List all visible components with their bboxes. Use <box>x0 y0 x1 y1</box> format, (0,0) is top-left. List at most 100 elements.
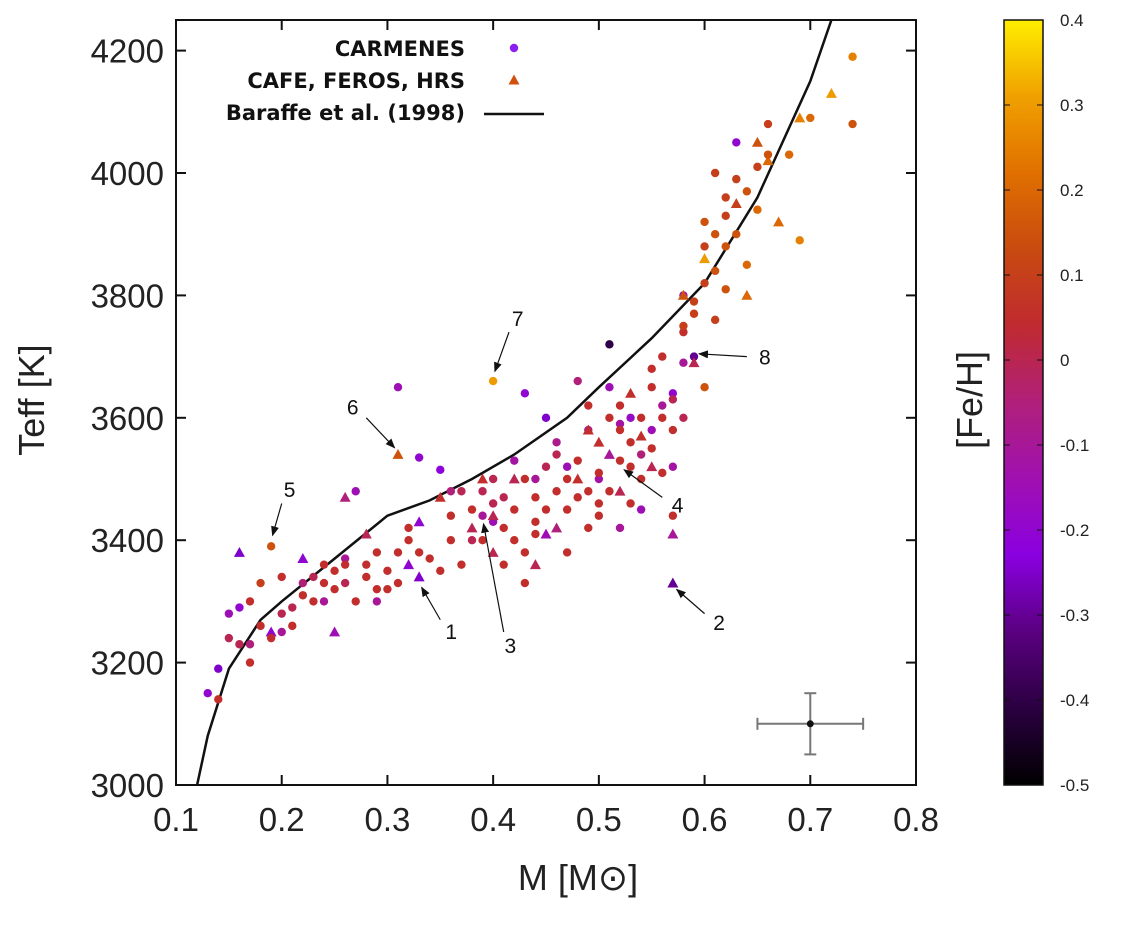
data-point-circle <box>615 425 625 435</box>
data-point-circle <box>584 523 593 533</box>
data-point-circle <box>626 499 635 508</box>
data-point-triangle <box>392 449 404 459</box>
data-point-circle <box>710 230 720 239</box>
data-point-circle <box>372 548 382 557</box>
data-point-circle <box>298 578 308 588</box>
annotation-arrow <box>697 350 747 359</box>
data-point-circle <box>319 560 329 569</box>
annotation-label: 6 <box>347 397 359 420</box>
data-point-circle <box>288 603 297 612</box>
data-point-circle <box>742 187 752 196</box>
colorbar-tick-label: 0.3 <box>1060 96 1084 115</box>
data-point-circle <box>562 548 572 557</box>
x-tick-label: 0.7 <box>787 801 833 838</box>
data-point-triangle <box>529 559 541 570</box>
data-point-circle <box>224 609 234 618</box>
data-point-circle <box>626 462 635 471</box>
data-point-circle <box>383 566 392 575</box>
colorbar-tick-label: -0.3 <box>1060 606 1089 625</box>
data-point-triangle <box>625 387 637 398</box>
data-point-triangle <box>762 155 774 166</box>
data-point-circle <box>309 572 318 582</box>
data-point-circle <box>457 487 466 496</box>
legend-label: CARMENES <box>335 37 465 61</box>
data-point-circle <box>753 205 762 214</box>
data-point-circle <box>679 358 688 367</box>
colorbar <box>1004 20 1043 785</box>
annotation-label: 2 <box>713 612 725 635</box>
data-point-circle <box>647 364 656 374</box>
data-point-circle <box>710 315 720 325</box>
data-point-circle <box>499 493 508 502</box>
data-point-circle <box>488 474 498 484</box>
annotation-label: 3 <box>504 635 516 658</box>
data-point-circle <box>372 597 382 606</box>
data-point-circle <box>636 505 646 514</box>
data-point-triangle <box>667 577 679 588</box>
data-point-triangle <box>667 528 679 539</box>
y-tick-label: 4200 <box>91 33 164 70</box>
data-point-circle <box>499 560 508 569</box>
annotation-arrow <box>675 588 705 615</box>
annotation-label: 1 <box>445 621 457 644</box>
data-point-circle <box>562 505 572 514</box>
data-point-circle <box>605 383 614 392</box>
data-point-triangle <box>360 528 372 539</box>
x-axis-title: M [M⊙] <box>518 857 638 898</box>
data-point-circle <box>245 658 255 667</box>
data-point-triangle <box>413 571 425 582</box>
data-point-circle <box>605 487 614 496</box>
data-point-circle <box>658 413 667 422</box>
data-point-circle <box>647 425 656 435</box>
data-point-circle <box>372 584 382 594</box>
data-point-circle <box>467 505 477 514</box>
data-point-triangle <box>614 485 626 496</box>
annotation-label: 8 <box>759 346 771 369</box>
legend-label: Baraffe et al. (1998) <box>226 101 465 125</box>
data-point-triangle <box>339 491 351 502</box>
x-tick-label: 0.6 <box>682 801 728 838</box>
data-point-circle <box>742 260 752 269</box>
data-point-circle <box>594 468 604 478</box>
data-point-circle <box>647 383 656 392</box>
data-point-circle <box>721 193 730 202</box>
data-point-circle <box>235 640 244 649</box>
data-point-circle <box>689 309 699 318</box>
data-point-circle <box>700 278 709 288</box>
data-point-circle <box>700 383 709 392</box>
data-point-circle <box>721 285 730 294</box>
data-point-circle <box>214 695 223 704</box>
data-point-triangle <box>466 522 478 533</box>
data-point-circle <box>203 689 212 698</box>
data-point-circle <box>615 401 625 410</box>
data-point-circle <box>362 572 371 582</box>
annotation-label: 5 <box>284 479 296 502</box>
x-tick-label: 0.5 <box>576 801 622 838</box>
data-point-triangle <box>582 424 594 435</box>
data-point-triangle <box>741 289 753 300</box>
data-point-circle <box>245 640 255 649</box>
data-point-circle <box>615 419 625 429</box>
data-point-circle <box>615 523 625 533</box>
x-tick-label: 0.1 <box>153 801 199 838</box>
data-point-triangle <box>329 626 341 637</box>
colorbar-frame <box>1003 19 1044 786</box>
data-point-circle <box>562 474 572 484</box>
data-point-circle <box>531 529 540 539</box>
data-point-circle <box>541 462 551 471</box>
annotation-arrow <box>623 469 663 498</box>
data-point-circle <box>710 266 720 276</box>
data-point-circle <box>288 621 297 631</box>
data-point-circle <box>383 584 392 594</box>
data-point-circle <box>700 242 709 251</box>
data-point-circle <box>584 487 593 496</box>
data-point-circle <box>806 113 815 123</box>
data-point-circle <box>510 456 519 465</box>
data-point-circle <box>732 174 741 184</box>
data-point-circle <box>721 211 730 221</box>
data-point-circle <box>531 517 540 527</box>
data-point-circle <box>404 536 413 545</box>
data-point-circle <box>679 413 688 422</box>
data-point-circle <box>626 438 635 447</box>
data-point-circle <box>436 566 445 575</box>
